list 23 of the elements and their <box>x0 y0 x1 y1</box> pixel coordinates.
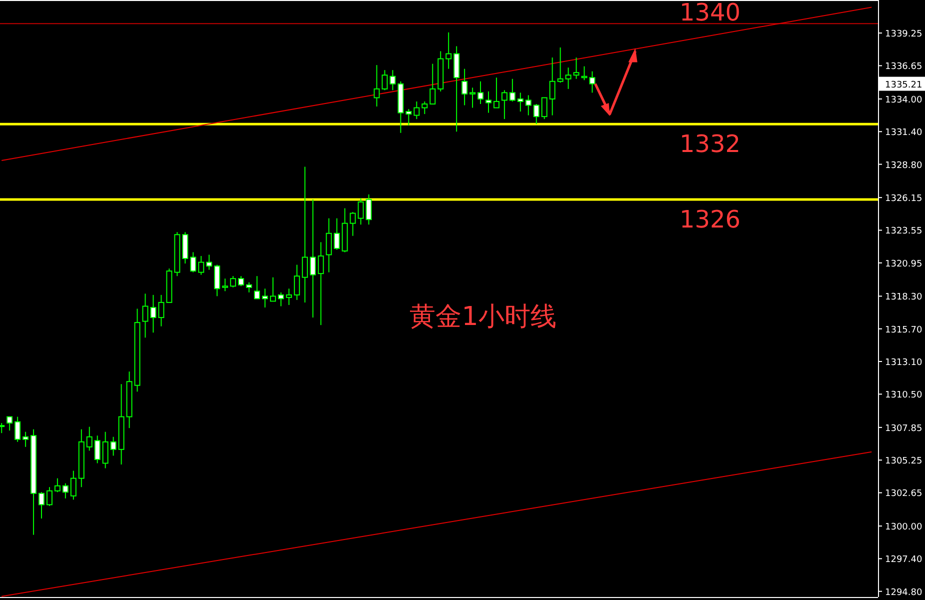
y-tick-label: 1302.65 <box>885 489 922 500</box>
y-tick-label: 1339.25 <box>885 30 922 40</box>
y-tick-label: 1294.80 <box>885 588 922 598</box>
y-tick-label: 1331.40 <box>885 128 922 138</box>
text: 1335.21 <box>885 80 922 90</box>
y-tick-label: 1318.30 <box>885 292 922 303</box>
y-tick-label: 1320.95 <box>885 259 922 270</box>
y-tick-label: 1323.55 <box>885 226 922 237</box>
y-tick-label: 1307.85 <box>885 424 922 434</box>
y-tick-label: 1310.50 <box>885 390 922 401</box>
y-tick-label: 1300.00 <box>885 522 922 533</box>
annotation: 黄金1小时线 <box>410 302 556 332</box>
y-tick-label: 1326.15 <box>885 194 922 204</box>
y-tick-label: 1297.40 <box>885 555 922 566</box>
y-tick-label: 1305.25 <box>885 456 922 467</box>
y-tick-label: 1313.10 <box>885 358 922 368</box>
ref-line-label: 1332 <box>679 130 741 158</box>
y-tick-label: 1328.80 <box>885 160 922 171</box>
y-tick-label: 1334.00 <box>885 95 922 106</box>
y-tick-label: 1315.70 <box>885 325 922 336</box>
ref-line-label: 1340 <box>679 0 741 27</box>
ref-line-label: 1326 <box>679 205 741 234</box>
y-tick-label: 1336.65 <box>885 62 922 72</box>
